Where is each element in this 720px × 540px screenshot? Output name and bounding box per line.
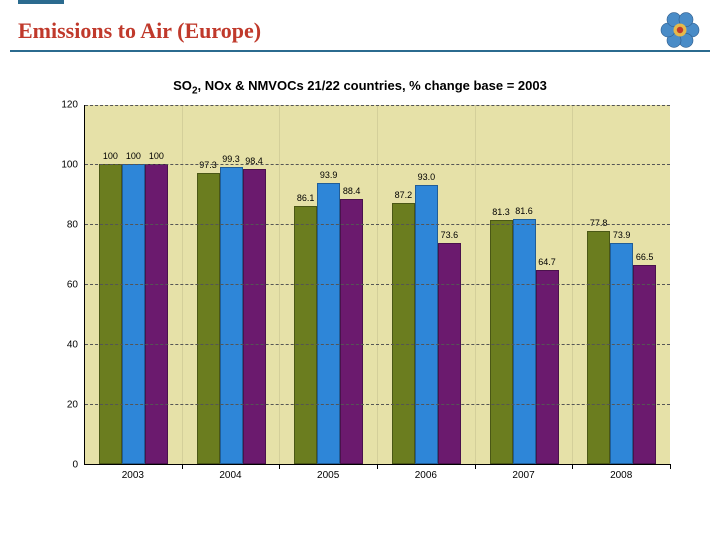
bar: 98.4 bbox=[243, 169, 266, 463]
bar: 81.3 bbox=[490, 220, 513, 463]
x-tick bbox=[377, 464, 378, 469]
x-tick bbox=[182, 464, 183, 469]
bar: 73.9 bbox=[610, 243, 633, 464]
grid-line bbox=[85, 224, 670, 225]
grid-line bbox=[85, 404, 670, 405]
grid-line bbox=[85, 105, 670, 106]
bar: 100 bbox=[145, 164, 168, 463]
bar-value-label: 73.9 bbox=[613, 230, 631, 240]
bar: 88.4 bbox=[340, 199, 363, 463]
x-tick bbox=[572, 464, 573, 469]
x-axis-label: 2005 bbox=[279, 465, 377, 489]
y-tick-label: 0 bbox=[72, 459, 78, 470]
title-underline bbox=[10, 50, 710, 52]
chart-title-suffix: , NOx & NMVOCs 21/22 countries, % change… bbox=[198, 78, 547, 93]
plot-outer: 020406080100120 10010010097.399.398.486.… bbox=[50, 105, 670, 465]
flower-logo-icon bbox=[658, 8, 702, 52]
y-tick-label: 120 bbox=[61, 99, 78, 110]
bar: 97.3 bbox=[197, 173, 220, 464]
bar: 77.8 bbox=[587, 231, 610, 464]
grid-line bbox=[85, 164, 670, 165]
x-axis-label: 2008 bbox=[572, 465, 670, 489]
x-axis-label: 2007 bbox=[475, 465, 573, 489]
bar-value-label: 100 bbox=[126, 151, 141, 161]
slide: Emissions to Air (Europe) SO2, NOx & NMV… bbox=[0, 0, 720, 540]
bar: 100 bbox=[99, 164, 122, 463]
bar: 66.5 bbox=[633, 265, 656, 464]
y-tick-label: 80 bbox=[67, 219, 78, 230]
bar-value-label: 93.9 bbox=[320, 170, 338, 180]
bar: 86.1 bbox=[294, 206, 317, 464]
x-axis-label: 2006 bbox=[377, 465, 475, 489]
bar-value-label: 73.6 bbox=[441, 230, 459, 240]
bar-value-label: 87.2 bbox=[395, 190, 413, 200]
bar-value-label: 100 bbox=[103, 151, 118, 161]
bar-value-label: 66.5 bbox=[636, 252, 654, 262]
x-tick bbox=[475, 464, 476, 469]
x-tick bbox=[279, 464, 280, 469]
bar: 81.6 bbox=[513, 219, 536, 463]
bar-value-label: 77.8 bbox=[590, 218, 608, 228]
y-tick-label: 60 bbox=[67, 279, 78, 290]
x-tick bbox=[670, 464, 671, 469]
bar: 64.7 bbox=[536, 270, 559, 464]
y-tick-label: 40 bbox=[67, 339, 78, 350]
bar-value-label: 81.6 bbox=[515, 206, 533, 216]
bar-value-label: 93.0 bbox=[418, 172, 436, 182]
y-tick-label: 20 bbox=[67, 399, 78, 410]
bar-value-label: 100 bbox=[149, 151, 164, 161]
bar: 93.0 bbox=[415, 185, 438, 463]
chart-container: SO2, NOx & NMVOCs 21/22 countries, % cha… bbox=[50, 78, 670, 498]
bar-value-label: 99.3 bbox=[222, 154, 240, 164]
x-axis-label: 2003 bbox=[84, 465, 182, 489]
chart-title-prefix: SO bbox=[173, 78, 192, 93]
bar-value-label: 81.3 bbox=[492, 207, 510, 217]
x-axis-label: 2004 bbox=[182, 465, 280, 489]
y-axis: 020406080100120 bbox=[50, 105, 84, 465]
bar-value-label: 88.4 bbox=[343, 186, 361, 196]
plot-area: 10010010097.399.398.486.193.988.487.293.… bbox=[84, 105, 670, 465]
grid-line bbox=[85, 344, 670, 345]
bar-value-label: 64.7 bbox=[538, 257, 556, 267]
bar-value-label: 86.1 bbox=[297, 193, 315, 203]
bar: 99.3 bbox=[220, 167, 243, 464]
y-tick-label: 100 bbox=[61, 159, 78, 170]
bar: 87.2 bbox=[392, 203, 415, 464]
top-accent-bar bbox=[18, 0, 64, 4]
chart-title: SO2, NOx & NMVOCs 21/22 countries, % cha… bbox=[50, 78, 670, 97]
slide-title: Emissions to Air (Europe) bbox=[18, 18, 261, 44]
bar: 100 bbox=[122, 164, 145, 463]
bar: 73.6 bbox=[438, 243, 461, 463]
grid-line bbox=[85, 284, 670, 285]
